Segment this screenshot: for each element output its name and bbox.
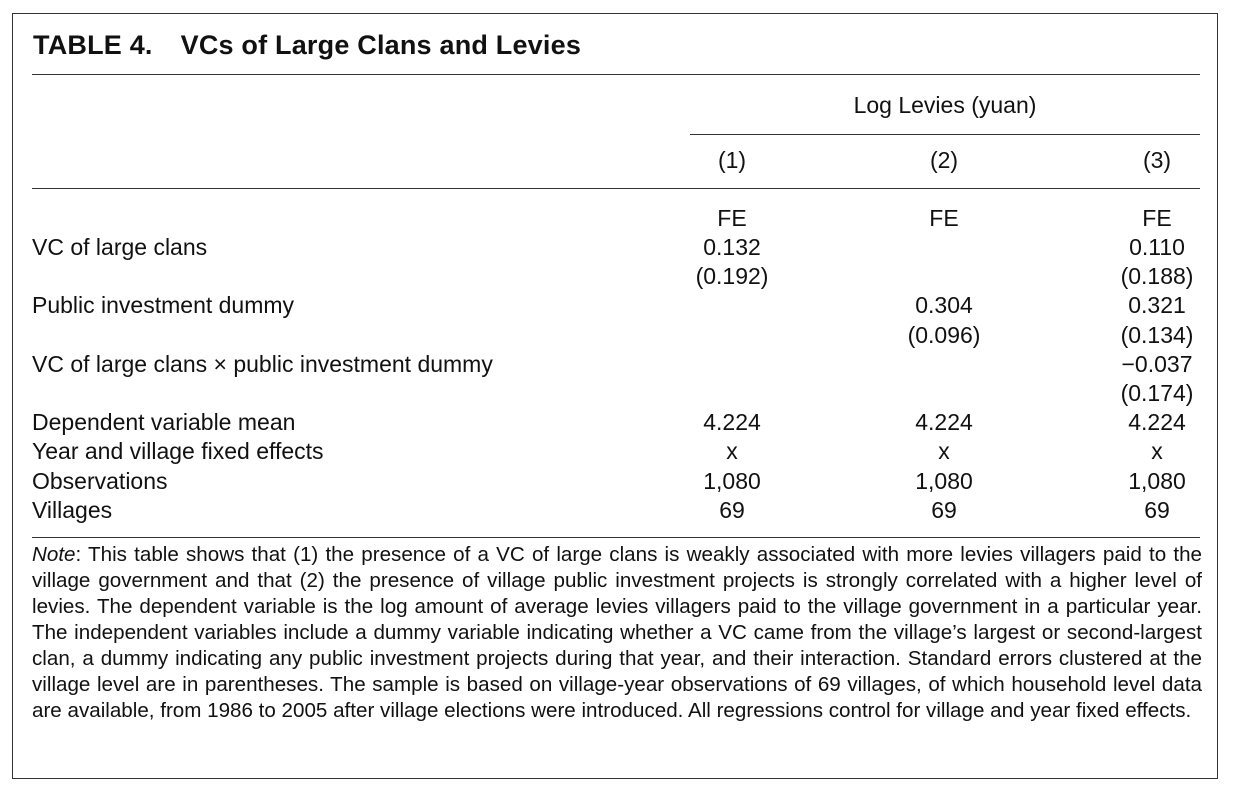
row-label: VC of large clans × public investment du…	[32, 350, 493, 377]
column-header-1: (1)	[717, 147, 747, 173]
table-cell: (0.188)	[1120, 263, 1194, 290]
note-lead: Note	[32, 543, 76, 566]
table-cell: x	[938, 438, 950, 465]
estimator-1: FE	[717, 205, 747, 231]
table-number: TABLE 4.	[33, 30, 153, 60]
table-cell: 0.304	[915, 292, 973, 319]
dependent-variable-header: Log Levies (yuan)	[853, 92, 1037, 118]
table-cell: x	[726, 438, 738, 465]
estimator-2: FE	[929, 205, 959, 231]
row-label: Dependent variable mean	[32, 409, 296, 436]
table-cell: 0.132	[703, 234, 761, 260]
row-label: Public investment dummy	[32, 292, 295, 319]
row-label: Year and village fixed effects	[32, 438, 324, 465]
table-cell: (0.174)	[1120, 380, 1194, 406]
header-rule	[32, 188, 1200, 189]
table-cell: 69	[1144, 496, 1170, 523]
row-label: VC of large clans	[32, 234, 208, 260]
column-header-2: (2)	[929, 147, 959, 173]
table-cell: (0.134)	[1120, 321, 1194, 348]
spanner-rule	[690, 134, 1200, 135]
table-cell: 1,080	[1128, 467, 1186, 494]
table-cell: 1,080	[915, 467, 973, 494]
top-rule	[32, 74, 1200, 75]
table-caption: VCs of Large Clans and Levies	[180, 30, 582, 60]
table-cell: 0.321	[1128, 292, 1186, 319]
column-header-3: (3)	[1142, 147, 1172, 173]
table-cell: (0.192)	[695, 263, 769, 290]
table-cell: 69	[719, 496, 745, 523]
table-frame: TABLE 4. VCs of Large Clans and Levies Lo…	[12, 13, 1218, 779]
table-title: TABLE 4. VCs of Large Clans and Levies	[33, 30, 581, 61]
estimator-3: FE	[1142, 205, 1172, 231]
note-text: : This table shows that (1) the presence…	[32, 543, 1202, 722]
table-cell: −0.037	[1121, 350, 1193, 377]
table-cell: 4.224	[1128, 409, 1186, 436]
table-cell: x	[1151, 438, 1163, 465]
table-cell: (0.096)	[907, 321, 981, 348]
table-note: Note: This table shows that (1) the pres…	[32, 542, 1202, 724]
row-label: Villages	[32, 496, 113, 523]
table-cell: 4.224	[915, 409, 973, 436]
table-cell: 0.110	[1129, 234, 1185, 260]
table-cell: 1,080	[703, 467, 761, 494]
table-cell: 69	[931, 496, 957, 523]
table-cell: 4.224	[703, 409, 761, 436]
row-label: Observations	[32, 467, 168, 494]
bottom-rule	[32, 537, 1200, 538]
